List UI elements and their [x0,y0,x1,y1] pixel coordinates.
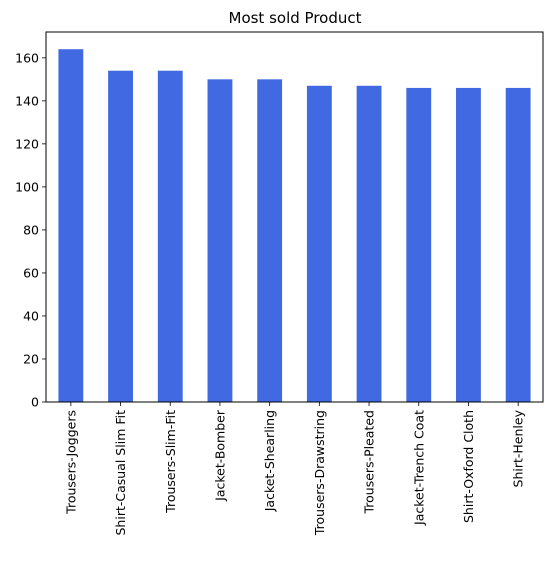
bar-0 [58,49,84,403]
x-tick-label: Trousers-Slim-Fit [163,410,178,514]
bar-1 [108,70,133,402]
y-tick-label: 100 [15,179,39,194]
y-tick-label: 80 [23,222,39,237]
y-tick-label: 120 [15,136,39,151]
x-tick-label: Shirt-Casual Slim Fit [113,410,128,536]
y-tick-label: 0 [31,395,39,410]
x-tick-label: Trousers-Drawstring [312,410,327,536]
x-tick-label: Jacket-Trench Coat [411,410,426,526]
bars-group [58,49,531,403]
bar-3 [207,79,233,402]
x-tick-label: Shirt-Henley [511,409,526,487]
bar-8 [456,87,481,402]
x-axis: Trousers-Joggers Shirt-Casual Slim Fit Tro… [63,402,526,536]
y-tick-label: 40 [23,308,39,323]
y-axis: 0 20 40 60 80 100 120 140 160 [15,50,46,410]
bar-6 [356,85,382,403]
y-tick-label: 20 [23,351,39,366]
y-tick-label: 140 [15,93,39,108]
chart-title: Most sold Product [229,9,362,27]
x-tick-label: Shirt-Oxford Cloth [461,410,476,523]
bar-7 [406,87,432,402]
bar-5 [306,85,332,403]
bar-4 [257,79,283,402]
x-tick-label: Jacket-Shearling [262,410,277,512]
y-tick-label: 60 [23,265,39,280]
x-tick-label: Jacket-Bomber [212,409,227,502]
bar-9 [505,87,531,402]
plot-frame [45,31,544,403]
bar-2 [157,70,183,402]
x-tick-label: Trousers-Pleated [362,410,377,515]
x-tick-label: Trousers-Joggers [63,410,78,515]
y-tick-label: 160 [15,50,39,65]
